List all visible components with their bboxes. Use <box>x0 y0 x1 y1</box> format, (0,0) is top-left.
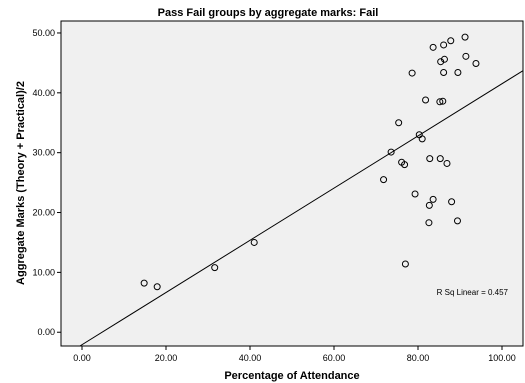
data-point <box>439 97 447 105</box>
y-tick-label: 0.00 <box>37 327 55 337</box>
data-point <box>380 176 388 184</box>
data-point <box>472 59 480 67</box>
data-point <box>447 37 455 45</box>
x-tick-label: 100.00 <box>488 353 516 363</box>
chart-title: Pass Fail groups by aggregate marks: Fai… <box>158 7 379 19</box>
data-point <box>211 264 219 272</box>
data-point <box>436 155 444 163</box>
data-point <box>395 119 403 127</box>
data-point <box>250 238 258 246</box>
x-tick-label: 0.00 <box>73 353 91 363</box>
linear-fit-line <box>79 70 524 347</box>
y-tick-label: 50.00 <box>32 28 55 38</box>
data-point <box>401 161 409 169</box>
data-point <box>440 55 448 63</box>
x-axis: 0.00 20.00 40.00 60.00 80.00 100.00 <box>73 346 516 363</box>
x-tick-label: 60.00 <box>323 353 346 363</box>
data-point <box>429 43 437 51</box>
y-tick-label: 10.00 <box>32 267 55 277</box>
data-point <box>418 135 426 143</box>
data-point <box>422 96 430 104</box>
data-point <box>429 195 437 203</box>
y-tick-label: 30.00 <box>32 148 55 158</box>
y-axis-label: Aggregate Marks (Theory + Practical)/2 <box>15 81 27 285</box>
data-point <box>448 198 456 206</box>
data-point <box>437 58 445 66</box>
data-point <box>425 219 433 227</box>
data-point <box>461 33 469 41</box>
y-tick-label: 40.00 <box>32 88 55 98</box>
plot-area <box>60 20 524 347</box>
data-point <box>140 279 148 287</box>
data-point <box>436 98 444 106</box>
data-point <box>440 68 448 76</box>
data-point <box>387 148 395 156</box>
r-squared-annotation: R Sq Linear = 0.457 <box>437 288 509 297</box>
data-point <box>408 69 416 77</box>
data-point <box>401 260 409 268</box>
data-point <box>453 217 461 225</box>
data-points <box>140 33 480 291</box>
data-point <box>440 41 448 49</box>
data-point <box>443 159 451 167</box>
data-point <box>411 190 419 198</box>
data-point <box>426 155 434 163</box>
data-point <box>462 52 470 60</box>
x-tick-label: 40.00 <box>239 353 262 363</box>
x-tick-label: 20.00 <box>155 353 178 363</box>
x-tick-label: 80.00 <box>407 353 430 363</box>
x-axis-label: Percentage of Attendance <box>224 370 359 382</box>
data-point <box>454 68 462 76</box>
y-axis: 0.00 10.00 20.00 30.00 40.00 50.00 <box>32 28 61 337</box>
y-tick-label: 20.00 <box>32 208 55 218</box>
data-point <box>153 283 161 291</box>
data-point <box>425 201 433 209</box>
